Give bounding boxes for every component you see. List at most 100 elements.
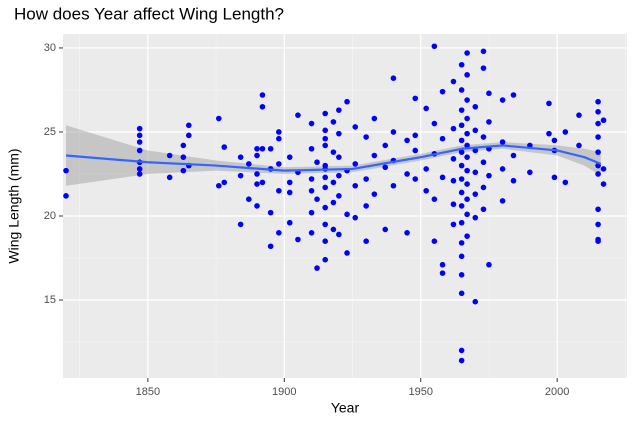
point <box>458 347 465 354</box>
point <box>136 132 143 139</box>
point <box>486 261 492 268</box>
point <box>267 209 274 216</box>
point <box>510 92 517 98</box>
point <box>308 176 315 182</box>
point <box>510 152 517 159</box>
point <box>595 171 601 177</box>
point <box>322 184 329 191</box>
point <box>295 236 301 243</box>
point <box>363 176 369 182</box>
chart-title: How does Year affect Wing Length? <box>14 4 284 23</box>
point <box>562 179 569 186</box>
point <box>259 92 266 98</box>
point <box>464 211 470 218</box>
point <box>330 179 337 186</box>
point <box>254 145 260 152</box>
point <box>276 135 282 142</box>
point <box>472 298 479 305</box>
confidence-band <box>66 125 601 186</box>
point <box>499 198 506 204</box>
y-tick-label: 30 <box>44 42 56 54</box>
point <box>286 154 293 160</box>
point <box>600 181 607 187</box>
x-axis-label: Year <box>331 400 360 416</box>
point <box>595 134 601 140</box>
point <box>458 137 465 144</box>
point <box>464 142 470 149</box>
point <box>595 206 601 213</box>
x-tick-label: 2000 <box>545 386 569 398</box>
point <box>450 125 457 132</box>
point <box>322 238 329 245</box>
point <box>308 145 315 152</box>
point <box>480 134 487 140</box>
point <box>450 177 457 184</box>
point <box>180 154 187 160</box>
point <box>551 137 558 144</box>
point <box>472 103 479 110</box>
point <box>237 221 244 228</box>
point <box>450 201 457 208</box>
point <box>344 98 350 105</box>
point <box>423 187 429 194</box>
point <box>404 137 410 144</box>
point <box>412 95 419 102</box>
point <box>136 125 143 132</box>
point <box>371 152 378 159</box>
point <box>308 187 315 194</box>
point <box>63 193 69 199</box>
point <box>371 191 378 197</box>
point <box>336 130 342 137</box>
point <box>458 87 465 93</box>
point <box>464 181 470 187</box>
point <box>352 161 359 167</box>
y-axis-label: Wing Length (mm) <box>6 148 22 263</box>
point <box>464 154 470 160</box>
point <box>166 152 173 159</box>
point <box>286 219 293 226</box>
point <box>180 142 187 149</box>
point <box>308 230 315 236</box>
point <box>600 166 607 172</box>
point <box>322 127 329 134</box>
point <box>322 135 329 142</box>
point <box>450 78 457 85</box>
point <box>464 115 470 122</box>
point <box>458 219 465 226</box>
point <box>336 107 342 113</box>
point <box>352 214 359 221</box>
point <box>458 189 465 196</box>
axes: 1850 1900 1950 2000 15 20 25 30 <box>44 42 570 398</box>
point <box>404 171 410 177</box>
point <box>322 174 329 181</box>
point <box>267 145 274 152</box>
point <box>322 142 329 149</box>
point <box>486 172 492 179</box>
point <box>276 187 282 194</box>
point <box>439 174 446 181</box>
point <box>185 122 192 129</box>
point <box>458 272 465 278</box>
point <box>314 159 320 166</box>
x-tick-label: 1900 <box>272 386 296 398</box>
point <box>595 109 601 115</box>
point <box>439 261 446 268</box>
point <box>480 65 487 71</box>
point <box>412 132 419 139</box>
point <box>480 206 487 213</box>
point <box>371 115 378 122</box>
point <box>276 230 282 236</box>
point <box>458 107 465 113</box>
point <box>221 144 228 150</box>
point <box>185 132 192 139</box>
point <box>308 120 315 127</box>
point <box>390 182 397 189</box>
point <box>336 231 342 238</box>
point <box>458 122 465 129</box>
point <box>295 112 301 118</box>
point <box>423 105 429 112</box>
point <box>431 120 438 127</box>
point <box>314 196 320 202</box>
point <box>450 156 457 162</box>
point <box>136 147 143 154</box>
